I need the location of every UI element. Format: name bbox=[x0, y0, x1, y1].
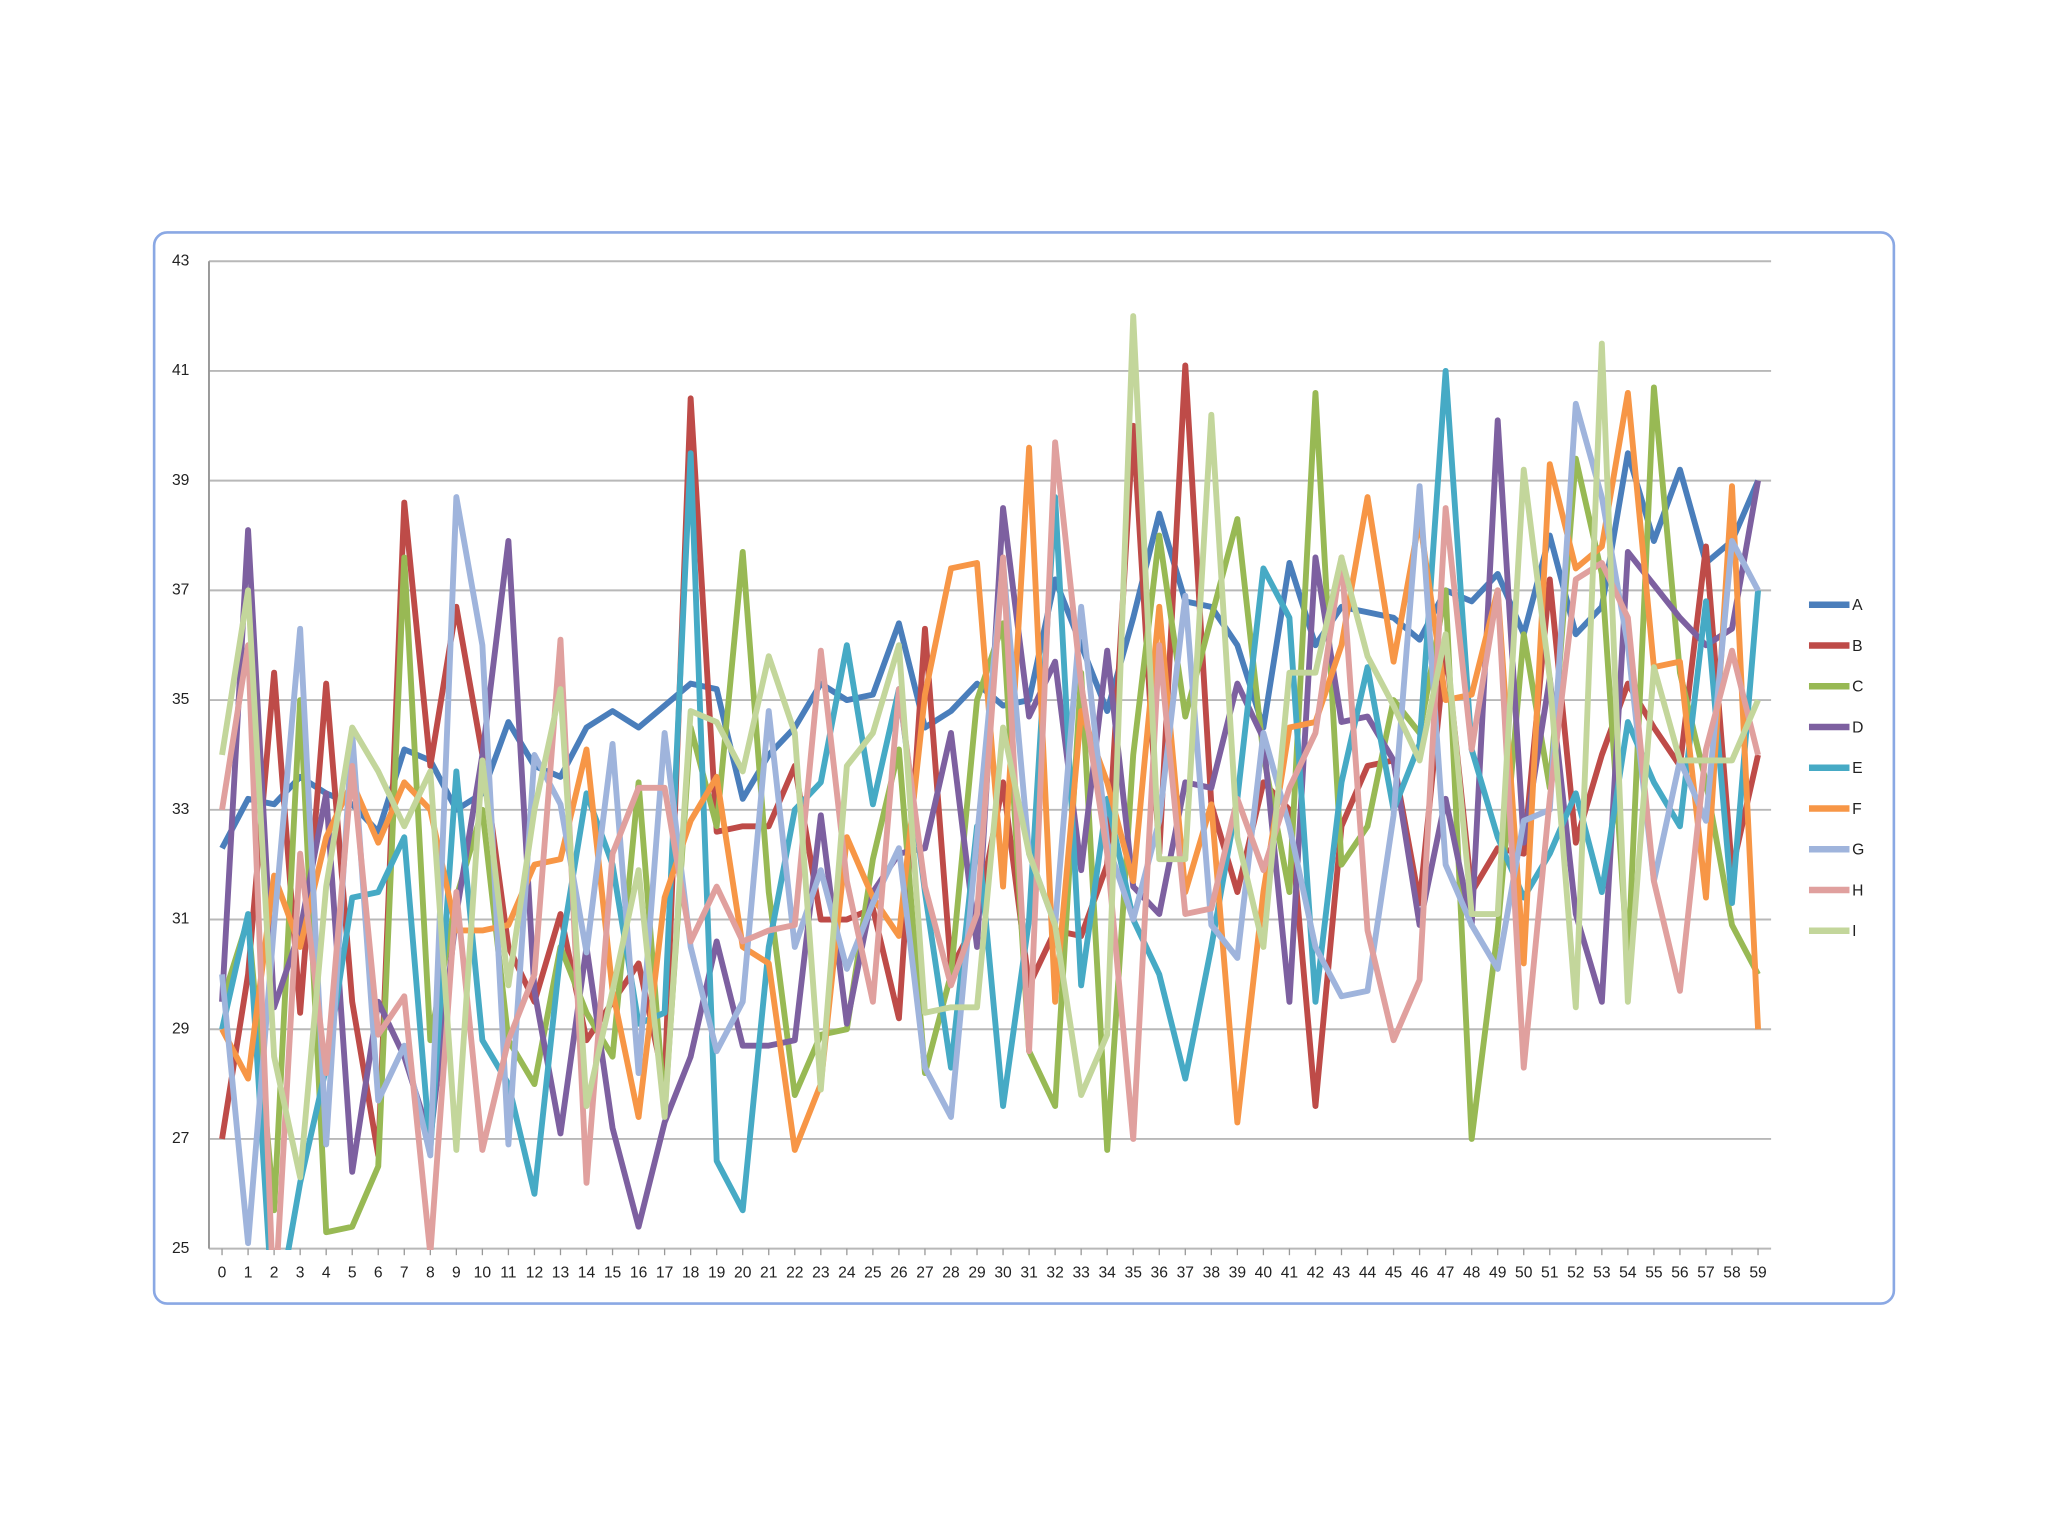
x-tick-label: 28 bbox=[942, 1265, 960, 1282]
x-tick-label: 11 bbox=[500, 1265, 516, 1282]
legend-label: E bbox=[1852, 760, 1862, 777]
x-tick-label: 49 bbox=[1489, 1265, 1506, 1282]
legend-label: A bbox=[1852, 597, 1863, 614]
legend-label: D bbox=[1852, 719, 1863, 736]
x-tick-label: 22 bbox=[786, 1265, 803, 1282]
y-tick-label: 29 bbox=[172, 1020, 189, 1037]
y-tick-label: 25 bbox=[172, 1240, 190, 1257]
legend-label: B bbox=[1852, 638, 1862, 655]
x-tick-label: 42 bbox=[1307, 1265, 1324, 1282]
x-tick-label: 12 bbox=[526, 1265, 543, 1282]
legend-label: F bbox=[1852, 801, 1862, 818]
x-tick-label: 44 bbox=[1359, 1265, 1377, 1282]
x-tick-label: 25 bbox=[864, 1265, 882, 1282]
x-tick-label: 4 bbox=[322, 1265, 331, 1282]
y-tick-label: 33 bbox=[172, 801, 190, 818]
x-tick-label: 10 bbox=[474, 1265, 492, 1282]
x-tick-label: 27 bbox=[916, 1265, 933, 1282]
x-tick-label: 24 bbox=[838, 1265, 856, 1282]
y-tick-label: 31 bbox=[172, 911, 189, 928]
x-tick-label: 52 bbox=[1567, 1265, 1584, 1282]
x-tick-label: 43 bbox=[1333, 1265, 1351, 1282]
legend-label: C bbox=[1852, 679, 1863, 696]
x-tick-label: 39 bbox=[1229, 1265, 1246, 1282]
legend-label: G bbox=[1852, 842, 1864, 859]
x-tick-label: 7 bbox=[400, 1265, 409, 1282]
x-tick-label: 2 bbox=[270, 1265, 279, 1282]
x-tick-label: 32 bbox=[1046, 1265, 1063, 1282]
x-tick-label: 33 bbox=[1072, 1265, 1090, 1282]
x-tick-label: 31 bbox=[1020, 1265, 1037, 1282]
x-tick-label: 48 bbox=[1463, 1265, 1481, 1282]
x-tick-label: 36 bbox=[1151, 1265, 1169, 1282]
x-tick-label: 9 bbox=[452, 1265, 461, 1282]
legend-label: H bbox=[1852, 882, 1863, 899]
x-tick-label: 34 bbox=[1098, 1265, 1116, 1282]
x-tick-label: 35 bbox=[1125, 1265, 1143, 1282]
x-tick-label: 45 bbox=[1385, 1265, 1403, 1282]
x-tick-label: 29 bbox=[968, 1265, 985, 1282]
x-tick-label: 15 bbox=[604, 1265, 622, 1282]
x-tick-label: 0 bbox=[218, 1265, 227, 1282]
x-tick-label: 8 bbox=[426, 1265, 435, 1282]
x-tick-label: 46 bbox=[1411, 1265, 1429, 1282]
x-tick-label: 20 bbox=[734, 1265, 752, 1282]
x-tick-label: 6 bbox=[374, 1265, 383, 1282]
x-tick-label: 53 bbox=[1593, 1265, 1611, 1282]
x-tick-label: 14 bbox=[578, 1265, 596, 1282]
y-tick-label: 39 bbox=[172, 472, 189, 489]
series-line bbox=[219, 439, 1761, 1250]
x-tick-label: 18 bbox=[682, 1265, 700, 1282]
y-tick-label: 35 bbox=[172, 691, 190, 708]
x-tick-label: 30 bbox=[994, 1265, 1012, 1282]
y-tick-label: 37 bbox=[172, 582, 189, 599]
x-tick-label: 16 bbox=[630, 1265, 648, 1282]
x-tick-label: 37 bbox=[1177, 1265, 1194, 1282]
x-tick-label: 50 bbox=[1515, 1265, 1533, 1282]
x-tick-label: 13 bbox=[552, 1265, 570, 1282]
x-tick-label: 26 bbox=[890, 1265, 908, 1282]
x-tick-label: 17 bbox=[656, 1265, 673, 1282]
y-tick-label: 43 bbox=[172, 252, 190, 269]
x-tick-label: 3 bbox=[296, 1265, 305, 1282]
x-tick-label: 57 bbox=[1697, 1265, 1714, 1282]
x-tick-label: 40 bbox=[1255, 1265, 1273, 1282]
y-tick-label: 41 bbox=[172, 362, 189, 379]
x-tick-label: 41 bbox=[1281, 1265, 1298, 1282]
x-tick-label: 1 bbox=[244, 1265, 253, 1282]
x-tick-label: 23 bbox=[812, 1265, 830, 1282]
x-tick-label: 21 bbox=[760, 1265, 777, 1282]
y-tick-label: 27 bbox=[172, 1130, 189, 1147]
x-tick-label: 38 bbox=[1203, 1265, 1221, 1282]
x-tick-label: 19 bbox=[708, 1265, 725, 1282]
x-tick-label: 55 bbox=[1645, 1265, 1663, 1282]
x-tick-label: 47 bbox=[1437, 1265, 1454, 1282]
x-tick-label: 58 bbox=[1723, 1265, 1741, 1282]
legend-label: I bbox=[1852, 923, 1856, 940]
x-tick-label: 59 bbox=[1749, 1265, 1766, 1282]
x-tick-label: 51 bbox=[1541, 1265, 1558, 1282]
x-tick-label: 54 bbox=[1619, 1265, 1637, 1282]
x-tick-label: 56 bbox=[1671, 1265, 1689, 1282]
x-tick-label: 5 bbox=[348, 1265, 357, 1282]
series-line bbox=[219, 313, 1761, 1181]
